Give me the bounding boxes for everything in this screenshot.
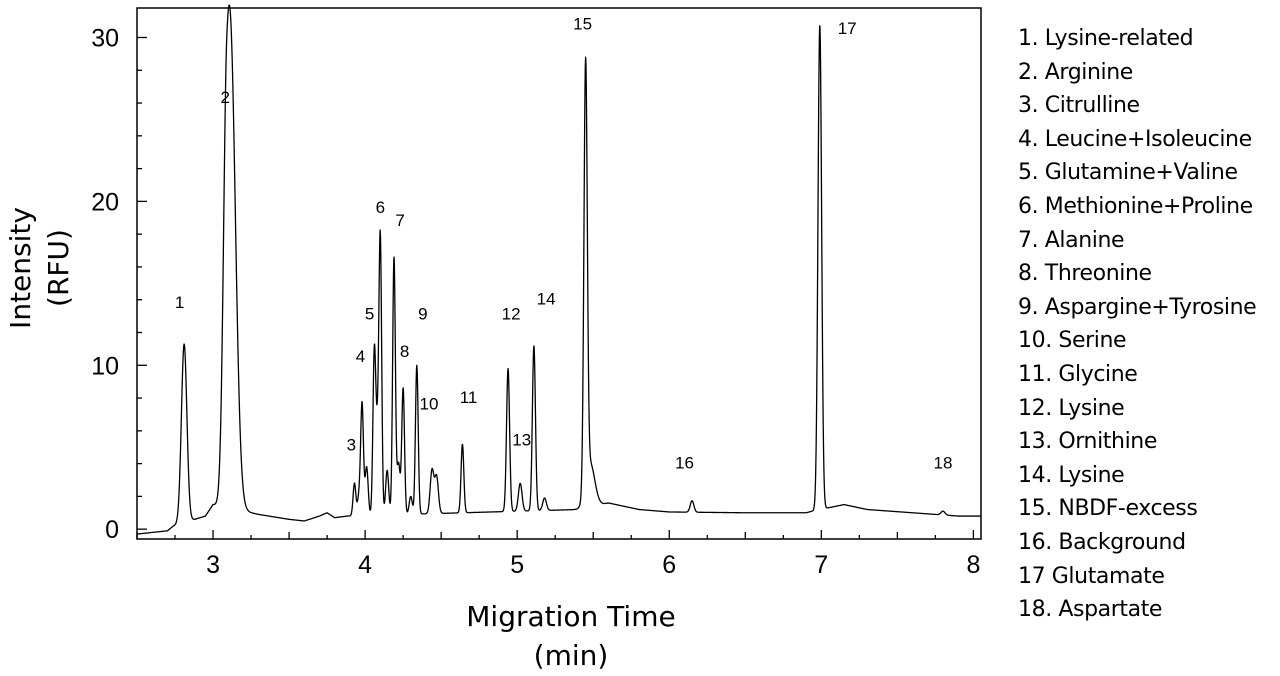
- legend-item: 18. Aspartate: [1018, 597, 1163, 623]
- legend-item: 4. Leucine+Isoleucine: [1018, 126, 1252, 152]
- x-axis-title-line1: Migration Time: [466, 600, 675, 633]
- x-tick-label: 3: [206, 551, 220, 579]
- y-axis-title-line1: Intensity: [4, 207, 37, 329]
- legend-item: 14. Lysine: [1018, 462, 1125, 488]
- y-tick-label: 0: [105, 516, 119, 544]
- y-tick-label: 20: [91, 188, 119, 216]
- peak-label-15: 15: [573, 14, 592, 33]
- legend-item: 2. Arginine: [1018, 59, 1133, 85]
- x-tick-label: 8: [966, 551, 980, 579]
- peak-label-7: 7: [395, 211, 404, 230]
- peak-label-16: 16: [675, 454, 694, 473]
- peak-label-14: 14: [537, 290, 556, 309]
- legend-item: 6. Methionine+Proline: [1018, 193, 1253, 219]
- legend-item: 11. Glycine: [1018, 361, 1138, 387]
- legend: 1. Lysine-related 2. Arginine 3. Citrullin…: [1018, 22, 1257, 627]
- y-axis-title-line2: (RFU): [42, 229, 75, 307]
- x-tick-label: 6: [662, 551, 676, 579]
- x-axis-title-line2: (min): [534, 639, 609, 672]
- legend-item: 16. Background: [1018, 529, 1186, 555]
- x-tick-label: 7: [814, 551, 828, 579]
- y-axis-ticks: 0 10 20 30: [91, 25, 147, 544]
- y-tick-label: 10: [91, 352, 119, 380]
- peak-label-5: 5: [365, 304, 374, 323]
- legend-item: 12. Lysine: [1018, 395, 1125, 421]
- peak-label-8: 8: [400, 342, 409, 361]
- peak-label-4: 4: [356, 347, 365, 366]
- legend-item: 15. NBDF-excess: [1018, 496, 1198, 522]
- legend-item: 5. Glutamine+Valine: [1018, 160, 1238, 186]
- y-tick-label: 30: [91, 25, 119, 53]
- peak-label-3: 3: [347, 436, 356, 455]
- peak-label-1: 1: [175, 293, 184, 312]
- legend-item: 13. Ornithine: [1018, 429, 1157, 455]
- legend-item: 8. Threonine: [1018, 261, 1152, 287]
- peak-label-17: 17: [838, 19, 857, 38]
- legend-item: 17 Glutamate: [1018, 563, 1165, 589]
- peak-label-2: 2: [220, 88, 229, 107]
- legend-item: 9. Aspargine+Tyrosine: [1018, 294, 1257, 320]
- x-tick-label: 4: [358, 551, 372, 579]
- peak-label-13: 13: [512, 431, 531, 450]
- chromatogram-trace: [136, 4, 982, 535]
- peak-label-6: 6: [376, 198, 385, 217]
- legend-item: 1. Lysine-related: [1018, 26, 1194, 51]
- peak-label-18: 18: [934, 454, 953, 473]
- legend-item: 7. Alanine: [1018, 227, 1125, 253]
- peak-label-9: 9: [418, 304, 427, 323]
- plot-frame: [136, 7, 982, 540]
- peak-label-11: 11: [460, 388, 478, 407]
- legend-item: 3. Citrulline: [1018, 93, 1140, 119]
- x-axis-ticks: 3 4 5 6 7 8: [136, 530, 980, 579]
- x-tick-label: 5: [510, 551, 524, 579]
- peak-label-12: 12: [502, 304, 521, 323]
- peak-label-10: 10: [420, 395, 439, 414]
- legend-item: 10. Serine: [1018, 328, 1127, 354]
